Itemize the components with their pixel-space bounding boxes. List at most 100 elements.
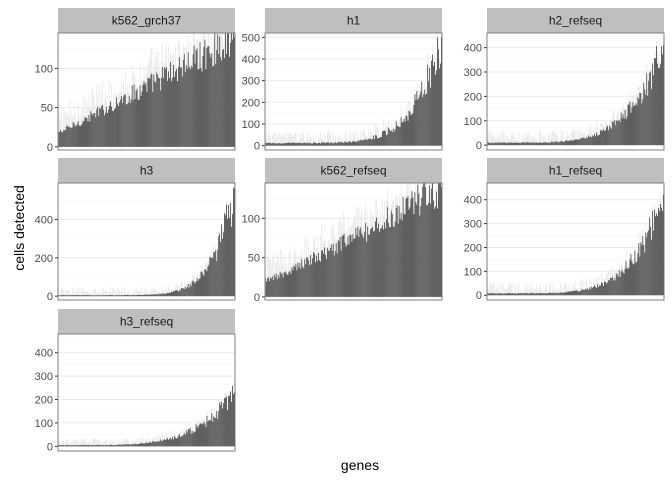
bar [95,117,97,147]
bar [318,143,319,146]
bar [440,63,441,146]
bar [537,142,538,146]
bar [129,295,131,297]
bar [518,143,520,146]
bar [310,255,312,297]
bar [191,430,193,447]
bar [277,274,279,297]
bar [311,143,313,146]
bar [83,295,85,297]
bar [214,33,216,147]
bar [371,139,373,146]
bar [333,255,335,297]
bar [549,142,551,146]
bar [566,292,568,296]
bar [157,74,159,147]
bar [523,142,525,146]
bar [641,244,643,296]
bar [579,139,581,146]
bar [105,112,107,147]
bar [531,292,533,296]
facet-strip-label: k562_grch37 [112,14,182,28]
bar [639,256,641,296]
bar [66,444,68,447]
bar [86,445,88,447]
bar [603,285,604,296]
bar [75,445,77,447]
bar [75,126,77,147]
bar [109,295,110,297]
bar [63,445,65,447]
bar [98,444,100,447]
bar [302,266,304,297]
bar [615,120,617,146]
bar [343,142,345,146]
bar [194,283,196,297]
bar [536,293,537,296]
bar [82,445,84,447]
bar [376,217,377,297]
bar [189,69,191,147]
bar [99,295,101,297]
bar [199,423,201,447]
bar [81,295,83,297]
bar [296,270,298,297]
bar [359,141,361,146]
bar [96,109,98,147]
bar [577,139,579,146]
bar [139,444,141,447]
bar [661,207,662,296]
bar [386,134,388,146]
bar [568,291,570,296]
bar [97,295,99,297]
bar [62,130,64,147]
bar [587,288,589,296]
bar [358,236,360,297]
y-tick-label: 100 [35,418,53,430]
bar [426,93,428,146]
bar [594,133,596,146]
bar [305,264,307,297]
bar [108,445,109,447]
bar [300,142,302,146]
bar [226,204,227,297]
bar [636,261,638,296]
bar [621,117,623,146]
bar [276,279,278,297]
bar [380,228,381,297]
bar [427,205,429,297]
bar [116,97,117,147]
bar [63,129,65,147]
bar [168,292,169,297]
bar [413,104,415,146]
bar [280,273,282,297]
bar [512,293,514,296]
bar [89,445,91,447]
bar [119,99,121,147]
bar [270,143,272,146]
bar [208,420,210,447]
bar [331,142,333,146]
bar [112,110,113,147]
bar [407,120,409,146]
bar [82,295,84,297]
bar [190,286,192,297]
bar [569,140,571,146]
bar [138,294,140,297]
bar [544,142,545,146]
bar [147,443,149,447]
bar [187,284,189,297]
bar [229,396,230,447]
bar [596,132,597,146]
bar [92,444,94,447]
bar [655,58,656,146]
bar [594,285,596,296]
bar [532,142,534,146]
bar [496,143,498,146]
bar [363,140,365,146]
bar [489,293,491,296]
bar [222,408,224,447]
bar [320,143,321,146]
bar [544,293,545,296]
bar [68,295,70,297]
